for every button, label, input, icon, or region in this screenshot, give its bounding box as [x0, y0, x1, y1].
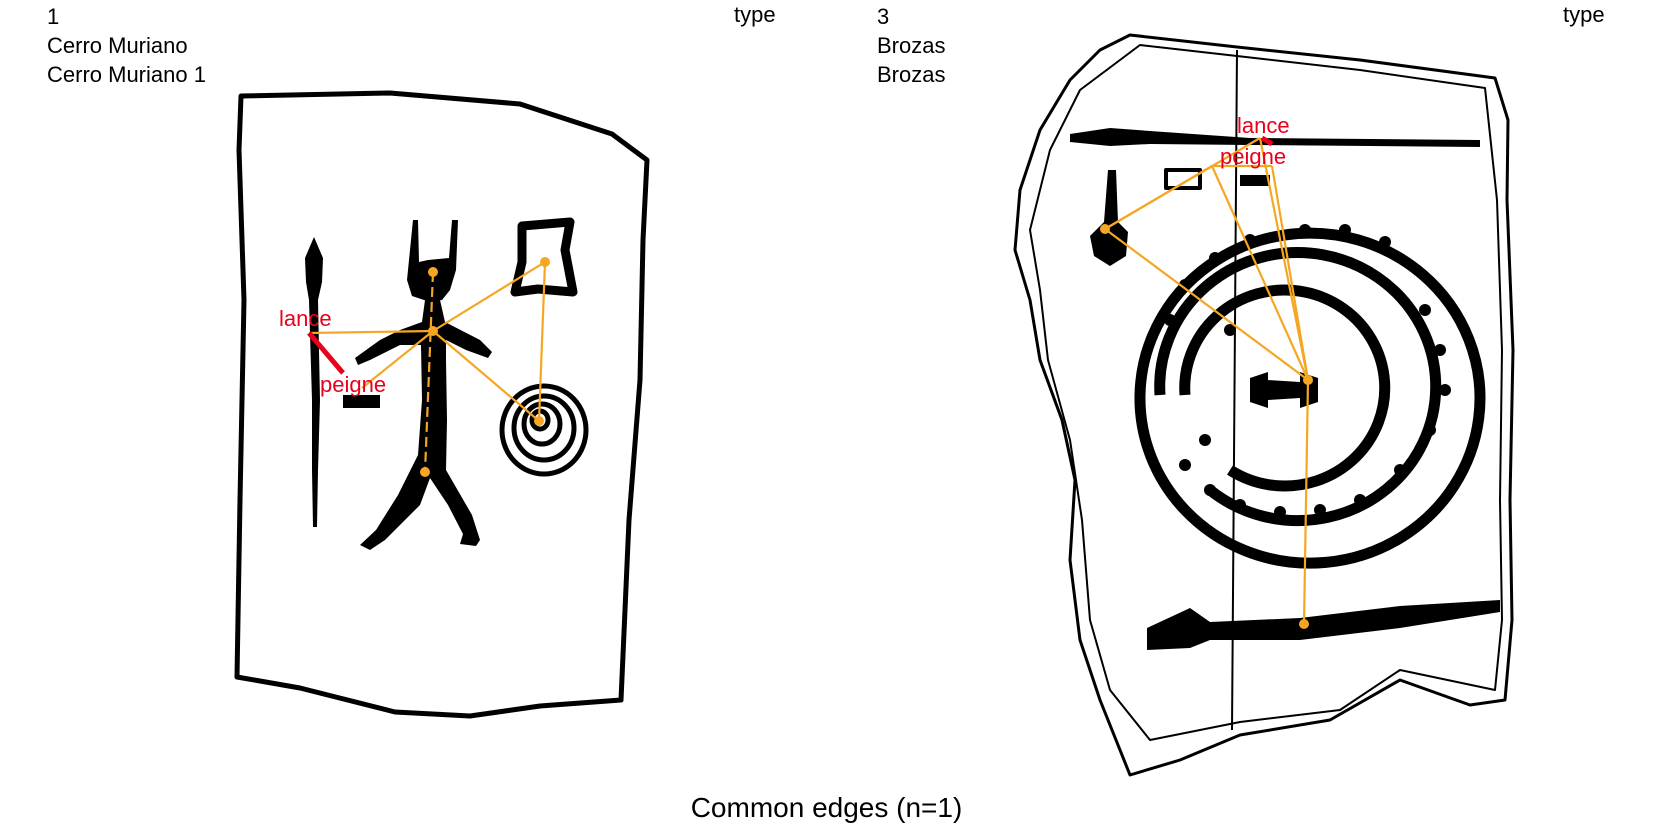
stele-2-bottom-sword [1147, 600, 1500, 650]
panel-2-edges [1104, 137, 1310, 625]
stele-1-outline [234, 90, 650, 719]
panel-1-edges [308, 261, 547, 473]
stele-1-shield [499, 383, 589, 477]
panel-1-name: Cerro Muriano 1 [47, 62, 206, 87]
stele-2-crack [1231, 49, 1238, 731]
panel-1-type-label: type [734, 2, 776, 27]
panel-1-number: 1 [47, 4, 60, 29]
panel-2-peigne-label: peigne [1220, 144, 1286, 169]
panel-1-nodes [420, 257, 550, 477]
stele-2-drawing [1013, 33, 1515, 777]
panel-2-lance-label: lance [1237, 113, 1290, 138]
stele-2-mirror [1090, 170, 1128, 266]
stele-1-mirror [510, 217, 578, 297]
stele-2-outline [1013, 33, 1515, 777]
stele-2-shield [1134, 227, 1486, 569]
panel-1-peigne-label: peigne [320, 372, 386, 397]
stele-2-small-rect [1164, 168, 1202, 190]
panel-1-lance-label: lance [279, 306, 332, 331]
stele-1-spear [305, 237, 323, 527]
panel-2-common-edge [1260, 135, 1274, 147]
stele-2-comb [1240, 175, 1270, 186]
node-labels: lance peigne lance peigne [279, 113, 1290, 397]
panel-2-name: Brozas [877, 62, 946, 87]
panel-2-nodes [1100, 224, 1313, 629]
panel-1-site: Cerro Muriano [47, 33, 188, 58]
panel-1-header: 1 Cerro Muriano Cerro Muriano 1 [47, 2, 206, 89]
panel-2-header: 3 Brozas Brozas [877, 2, 945, 89]
figure-caption: Common edges (n=1) [690, 792, 963, 823]
panel-2-type-label: type [1563, 2, 1605, 27]
stele-2-inner-outline [1029, 44, 1503, 741]
stele-1-comb [343, 395, 380, 408]
stele-2-shield-studs [1164, 224, 1451, 518]
panel-2-site: Brozas [877, 33, 946, 58]
stele-1-drawing [234, 90, 650, 719]
stele-2-center-object [1250, 372, 1318, 408]
stele-2-top-spear [1070, 128, 1480, 147]
panel-2-number: 3 [877, 4, 890, 29]
panel-1-common-edge [307, 331, 345, 375]
